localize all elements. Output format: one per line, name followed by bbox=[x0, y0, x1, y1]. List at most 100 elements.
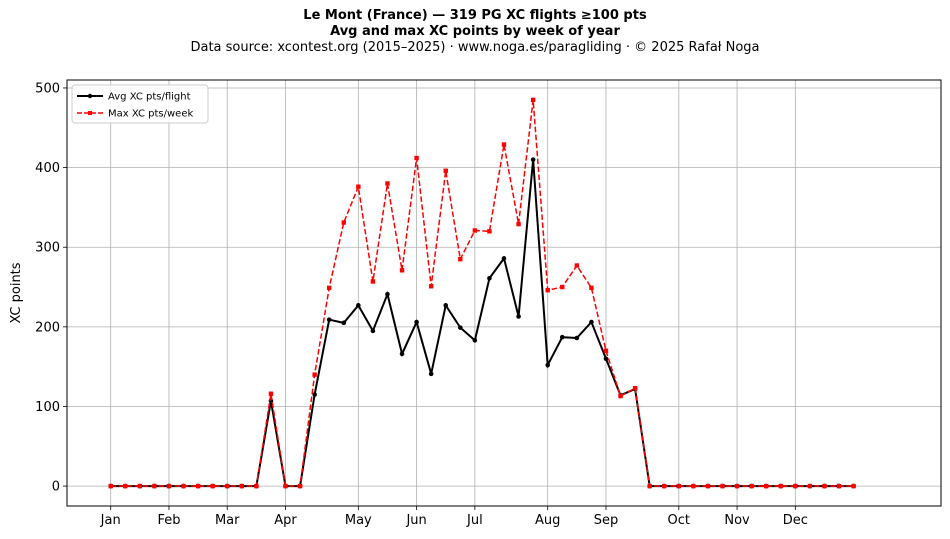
series-group bbox=[108, 97, 856, 489]
data-point-max bbox=[385, 181, 390, 186]
data-point-max bbox=[603, 348, 609, 353]
data-point-max bbox=[108, 483, 113, 489]
data-point-max bbox=[443, 168, 448, 173]
x-tick-label: Jan bbox=[100, 513, 121, 528]
data-point-max bbox=[472, 228, 478, 233]
data-point-max bbox=[691, 483, 696, 489]
data-point-avg bbox=[559, 334, 565, 340]
data-point-max bbox=[662, 483, 667, 489]
data-point-max bbox=[632, 385, 638, 391]
data-point-max bbox=[647, 483, 652, 489]
x-tick-label: Nov bbox=[724, 513, 750, 528]
data-point-avg bbox=[370, 328, 376, 334]
y-tick-label: 200 bbox=[35, 320, 60, 335]
legend-marker bbox=[88, 111, 92, 115]
data-point-max bbox=[399, 268, 405, 273]
x-tick-label: Feb bbox=[157, 513, 180, 528]
x-tick-label: Oct bbox=[668, 513, 690, 528]
y-tick-label: 0 bbox=[52, 480, 60, 495]
data-point-avg bbox=[312, 392, 317, 397]
data-point-avg bbox=[487, 275, 492, 281]
data-point-max bbox=[778, 483, 783, 489]
data-point-max bbox=[764, 483, 769, 489]
chart-title-line1: Le Mont (France) — 319 PG XC flights ≥10… bbox=[303, 8, 647, 23]
data-point-avg bbox=[399, 351, 405, 357]
data-point-max bbox=[589, 285, 594, 291]
data-point-max bbox=[166, 483, 172, 489]
data-point-max bbox=[327, 285, 332, 291]
data-point-max bbox=[851, 483, 856, 489]
data-point-max bbox=[137, 483, 143, 489]
data-point-avg bbox=[501, 256, 507, 261]
x-tick-label: Jun bbox=[405, 513, 426, 528]
data-point-max bbox=[574, 263, 580, 268]
data-point-max bbox=[793, 483, 798, 489]
x-tick-label: Dec bbox=[783, 513, 808, 528]
y-tick-label: 400 bbox=[35, 161, 60, 176]
data-point-max bbox=[516, 221, 521, 227]
data-point-max bbox=[618, 393, 623, 399]
data-point-max bbox=[487, 229, 492, 234]
data-point-max bbox=[414, 155, 419, 161]
data-point-max bbox=[705, 483, 711, 489]
data-point-avg bbox=[516, 314, 521, 319]
data-point-max bbox=[428, 284, 434, 289]
data-point-avg bbox=[603, 356, 609, 361]
y-axis-label: XC points bbox=[9, 262, 24, 323]
data-point-avg bbox=[472, 338, 478, 343]
data-point-max bbox=[560, 284, 565, 290]
data-point-max bbox=[720, 483, 725, 489]
data-point-avg bbox=[385, 291, 390, 297]
data-point-max bbox=[181, 483, 186, 489]
data-point-avg bbox=[589, 319, 594, 325]
data-point-avg bbox=[356, 303, 361, 308]
data-point-max bbox=[458, 256, 463, 262]
x-tick-label: Jul bbox=[466, 513, 483, 528]
series-line-1 bbox=[110, 159, 854, 488]
legend: Avg XC pts/flight Max XC pts/week bbox=[71, 84, 209, 124]
data-point-avg bbox=[326, 317, 332, 322]
data-point-avg bbox=[530, 157, 536, 162]
data-point-max bbox=[501, 142, 507, 147]
data-point-max bbox=[239, 483, 244, 489]
legend-label: Max XC pts/week bbox=[108, 109, 193, 120]
legend-box bbox=[71, 84, 209, 124]
data-point-max bbox=[312, 372, 317, 377]
y-tick-label: 100 bbox=[35, 400, 60, 415]
data-point-max bbox=[545, 288, 550, 293]
data-point-max bbox=[807, 483, 813, 489]
data-point-max bbox=[370, 279, 376, 284]
data-point-max bbox=[822, 483, 827, 489]
legend-marker bbox=[87, 93, 93, 99]
data-point-avg bbox=[574, 335, 580, 341]
y-tick-label: 300 bbox=[35, 241, 60, 256]
grid bbox=[67, 80, 941, 506]
y-tick-label: 500 bbox=[35, 81, 60, 96]
data-point-max bbox=[268, 391, 274, 396]
data-point-max bbox=[749, 483, 754, 489]
data-point-avg bbox=[414, 319, 419, 325]
data-point-max bbox=[195, 483, 201, 489]
axis-ticks: Jan Feb Mar Apr May Jun Jul Aug Sep Oct Nov Dec 0 100… bbox=[35, 81, 808, 528]
data-point-max bbox=[676, 483, 681, 489]
chart-subtitle: Data source: xcontest.org (2015–2025) · … bbox=[190, 40, 760, 55]
data-point-max bbox=[297, 483, 303, 489]
x-tick-label: Mar bbox=[215, 513, 240, 528]
plot-frame bbox=[66, 79, 942, 507]
data-point-avg bbox=[443, 303, 449, 308]
data-point-max bbox=[356, 184, 361, 189]
x-tick-label: Sep bbox=[594, 513, 619, 528]
legend-label: Avg XC pts/flight bbox=[108, 92, 191, 103]
chart-title-line2: Avg and max XC points by week of year bbox=[330, 24, 620, 39]
data-point-max bbox=[530, 97, 536, 103]
data-point-max bbox=[341, 220, 346, 225]
data-point-max bbox=[734, 483, 740, 489]
data-point-max bbox=[254, 483, 259, 489]
x-tick-label: Apr bbox=[274, 513, 297, 528]
chart-titles: Le Mont (France) — 319 PG XC flights ≥10… bbox=[0, 8, 950, 56]
x-tick-label: Aug bbox=[535, 513, 560, 528]
data-point-max bbox=[836, 483, 842, 489]
data-point-max bbox=[225, 483, 230, 489]
data-point-avg bbox=[341, 320, 347, 326]
